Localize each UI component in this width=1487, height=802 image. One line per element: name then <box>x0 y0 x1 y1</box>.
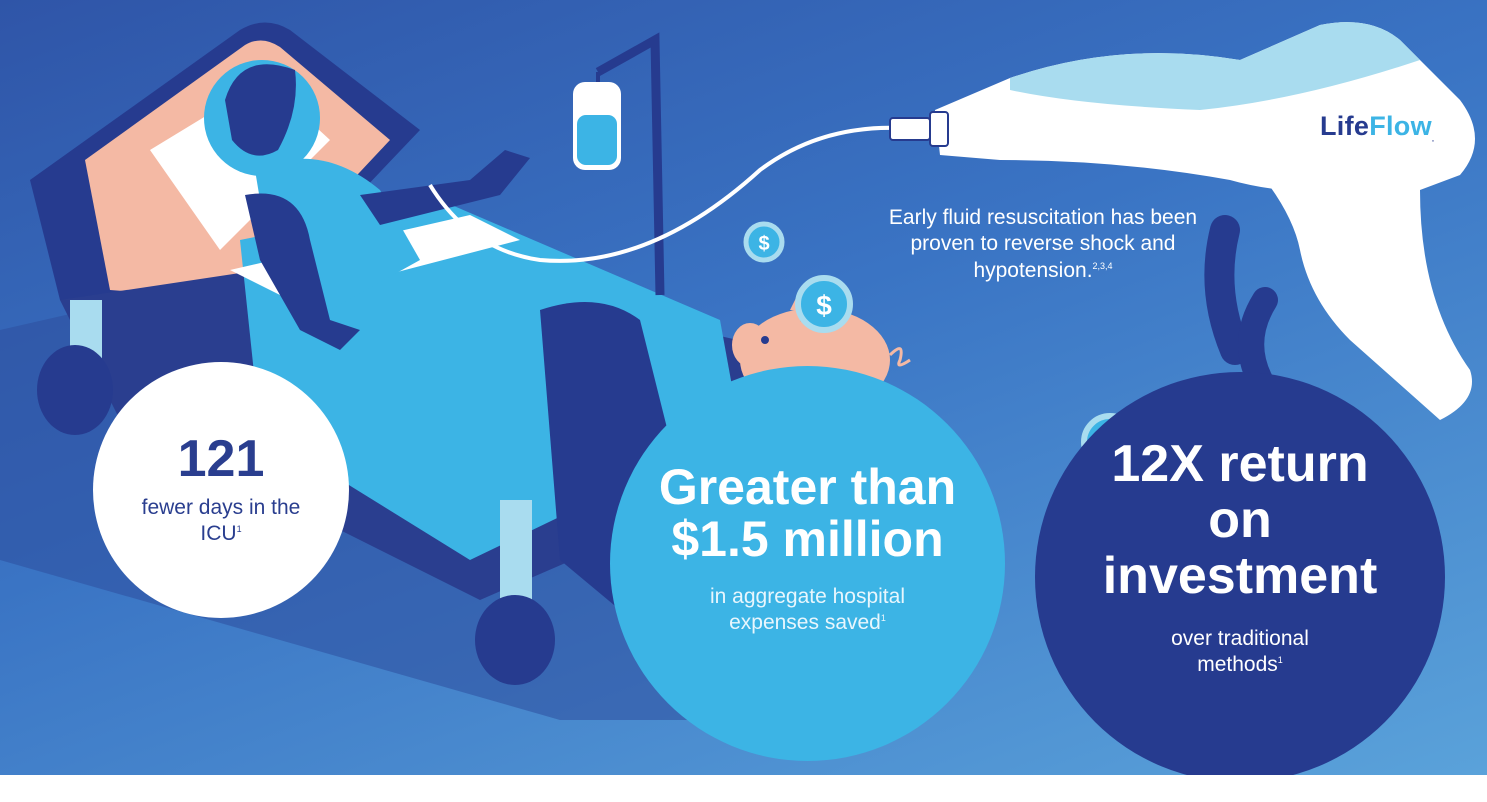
roi-value: 12X return on investment <box>1102 434 1378 605</box>
savings-caption: in aggregate hospital expenses saved1 <box>710 584 905 634</box>
note-footnote: 2,3,4 <box>1092 260 1113 271</box>
svg-text:$: $ <box>816 290 832 321</box>
svg-text:$: $ <box>758 233 769 255</box>
savings-value: Greater than $1.5 million <box>658 458 957 568</box>
note-text: Early fluid resuscitation has been prove… <box>888 206 1198 282</box>
dollar-coin-icon: $ <box>795 275 853 333</box>
icu-days-stat: 121 fewer days in the ICU1 <box>93 362 349 618</box>
lifeflow-device-illustration <box>889 22 1475 420</box>
logo-mark: . <box>1431 134 1435 144</box>
dollar-coin-icon: $ <box>743 221 785 263</box>
roi-stat: 12X return on investment over traditiona… <box>1035 372 1445 775</box>
lifeflow-logo: LifeFlow. <box>1320 111 1434 143</box>
iv-bag-icon <box>573 32 665 296</box>
logo-flow: Flow <box>1369 111 1432 141</box>
savings-stat: Greater than $1.5 million in aggregate h… <box>610 366 1005 761</box>
patient-bed-illustration <box>30 22 780 685</box>
iv-tubing <box>428 125 901 263</box>
logo-life: Life <box>1320 111 1370 141</box>
icu-days-caption: fewer days in the ICU1 <box>141 495 301 545</box>
fluid-resuscitation-note: Early fluid resuscitation has been prove… <box>888 205 1198 284</box>
infographic-scene: $ $ $ LifeFlow. Early fluid resuscitatio… <box>0 0 1487 775</box>
roi-caption: over traditional methods1 <box>1171 626 1309 677</box>
icu-days-value: 121 <box>177 429 265 488</box>
